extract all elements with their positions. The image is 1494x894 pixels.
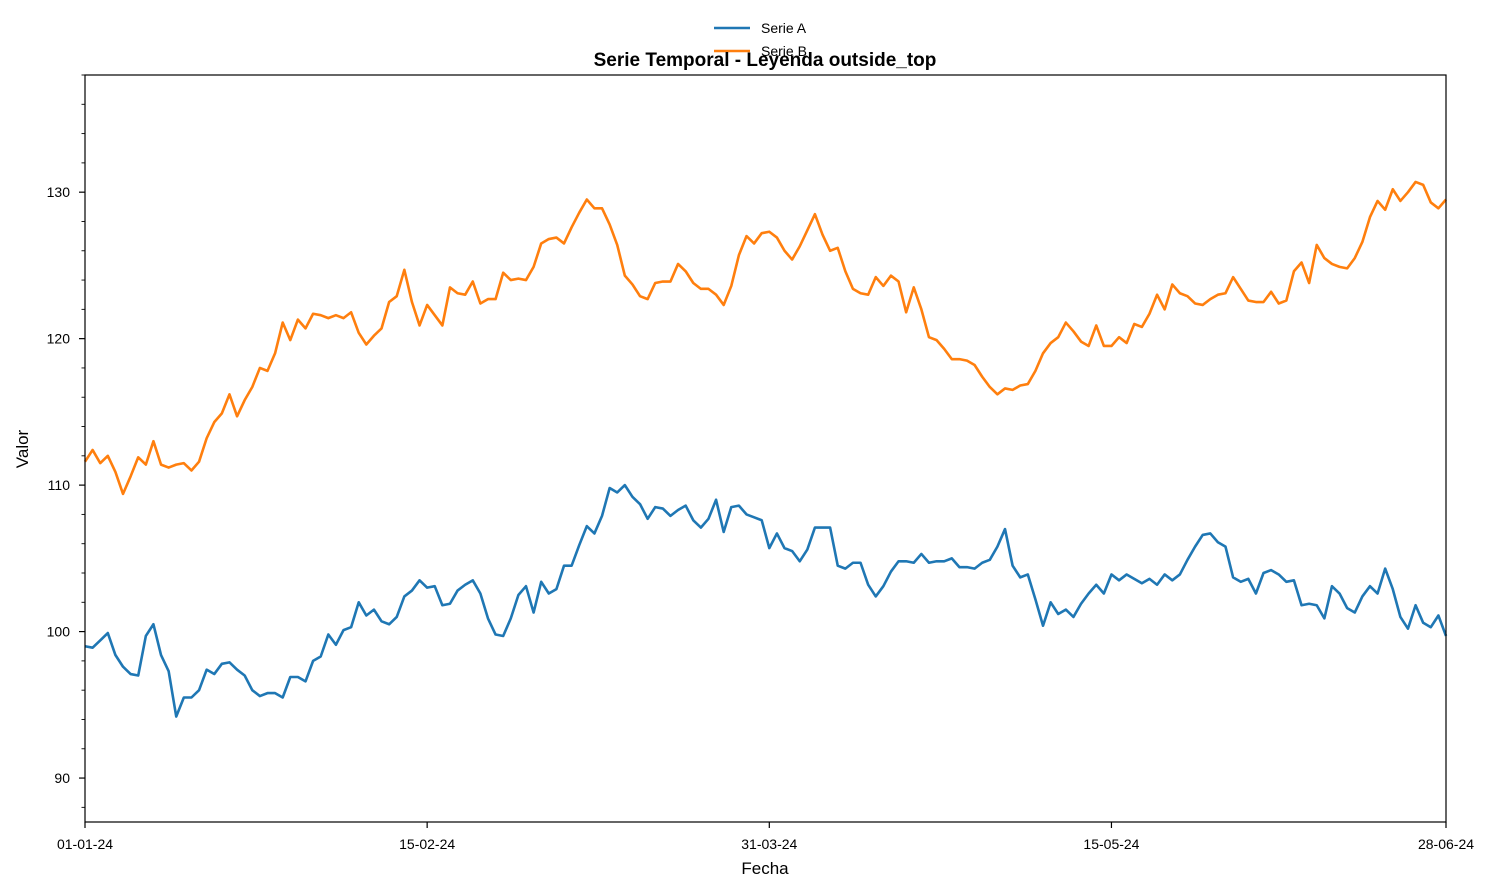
x-tick-label: 15-05-24 (1083, 836, 1139, 852)
y-axis-label: Valor (13, 429, 32, 468)
series-line-a (84, 483, 1448, 718)
legend-label-a: Serie A (761, 20, 807, 36)
legend: Serie A Serie B (714, 20, 807, 59)
plot-frame (84, 74, 1447, 823)
y-tick-label: 110 (48, 477, 71, 493)
chart-title: Serie Temporal - Leyenda outside_top (594, 50, 937, 71)
series-line-b (83, 180, 1447, 496)
y-tick-label: 130 (47, 184, 71, 200)
y-tick-label: 90 (54, 770, 70, 786)
legend-label-b: Serie B (761, 43, 807, 59)
y-tick-label: 100 (47, 624, 71, 640)
x-tick-label: 31-03-24 (741, 836, 797, 852)
x-axis-label: Fecha (741, 859, 789, 878)
x-tick-label: 01-01-24 (57, 836, 113, 852)
x-tick-label: 15-02-24 (399, 836, 455, 852)
y-tick-label: 120 (47, 331, 71, 347)
x-tick-label: 28-06-24 (1418, 836, 1474, 852)
y-axis: 90 100 110 120 130 (47, 74, 85, 808)
series-layer (83, 180, 1448, 718)
x-axis: 01-01-24 15-02-24 31-03-24 15-05-24 28-06-24 (57, 822, 1474, 852)
